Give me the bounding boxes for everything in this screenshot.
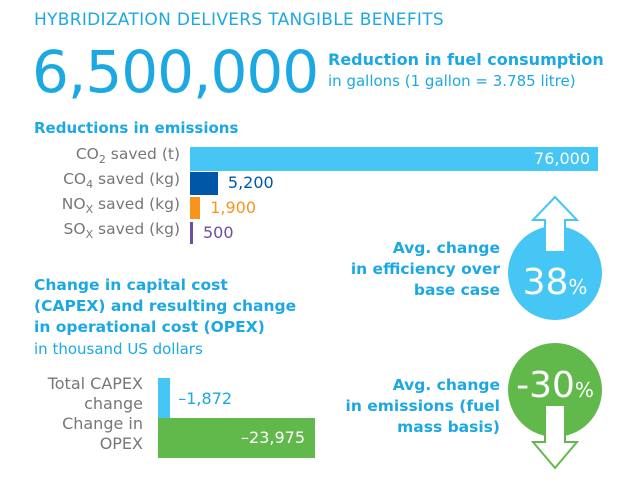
bar: [190, 222, 193, 244]
emissions-label-line: Avg. change: [392, 376, 500, 394]
emissions-badge: [508, 343, 602, 470]
bar: [158, 418, 315, 458]
bar: [158, 378, 171, 418]
label-line: Total CAPEX: [47, 374, 143, 393]
bar-label: NOX saved (kg): [62, 195, 180, 216]
label-line: OPEX: [99, 434, 143, 453]
efficiency-label-line: base case: [413, 281, 500, 299]
emissions-circle: [508, 343, 602, 437]
label-text: CO: [63, 170, 87, 188]
infographic-title: HYBRIDIZATION DELIVERS TANGIBLE BENEFITS: [34, 10, 445, 30]
efficiency-circle: [508, 226, 602, 320]
capex-chart-subtitle: in thousand US dollars: [34, 340, 203, 358]
bar-label: Change in OPEX: [62, 414, 143, 454]
label-subscript: 4: [86, 178, 94, 192]
label-text: saved (t): [105, 145, 180, 163]
label-subscript: X: [85, 203, 94, 217]
label-subscript: 2: [98, 153, 106, 167]
data-label: 1,900: [210, 198, 256, 217]
bar-label: CO2 saved (t): [76, 145, 180, 166]
label-subscript: X: [85, 228, 94, 242]
efficiency-value: 38%: [508, 262, 602, 303]
label-line: Change in: [62, 414, 143, 433]
bar: [190, 172, 218, 195]
data-label: –1,872: [178, 389, 233, 408]
emissions-label-line: in emissions (fuel: [345, 397, 500, 415]
emissions-unit: %: [574, 378, 594, 402]
capex-chart-title: Change in capital cost (CAPEX) and resul…: [34, 276, 297, 336]
label-line: change: [84, 394, 143, 413]
efficiency-badge: [508, 195, 602, 320]
label-text: saved (kg): [93, 195, 180, 213]
fuel-reduction-value: 6,500,000: [32, 38, 319, 106]
efficiency-label-line: in efficiency over: [350, 260, 500, 278]
data-label: 5,200: [227, 173, 274, 192]
fuel-reduction-unit: in gallons (1 gallon = 3.785 litre): [328, 72, 576, 90]
bar-label: CO4 saved (kg): [63, 170, 180, 191]
bar: [190, 147, 598, 171]
emissions-chart-title: Reductions in emissions: [34, 119, 239, 137]
label-text: CO: [75, 145, 99, 163]
data-label: 500: [203, 223, 234, 242]
label-text: saved (kg): [93, 220, 180, 238]
emissions-change-label: Avg. change in emissions (fuel mass basi…: [346, 375, 500, 438]
emissions-change-value: -30%: [505, 365, 605, 406]
arrow-up-icon: [530, 195, 580, 253]
emissions-label-line: mass basis): [397, 418, 500, 436]
label-text: saved (kg): [93, 170, 180, 188]
emissions-number: -30: [516, 365, 575, 406]
efficiency-number: 38: [522, 262, 569, 303]
bar: [190, 197, 201, 219]
bar-label: SOX saved (kg): [64, 220, 180, 241]
fuel-reduction-label: Reduction in fuel consumption: [328, 50, 604, 69]
data-label: –23,975: [241, 428, 305, 447]
efficiency-label: Avg. change in efficiency over base case: [351, 238, 500, 301]
label-text: NO: [61, 195, 86, 213]
arrow-down-icon: [530, 404, 580, 470]
data-label: 76,000: [534, 149, 590, 168]
bar-label: Total CAPEX change: [48, 374, 143, 414]
efficiency-unit: %: [568, 275, 588, 299]
label-text: SO: [63, 220, 86, 238]
efficiency-label-line: Avg. change: [392, 239, 500, 257]
